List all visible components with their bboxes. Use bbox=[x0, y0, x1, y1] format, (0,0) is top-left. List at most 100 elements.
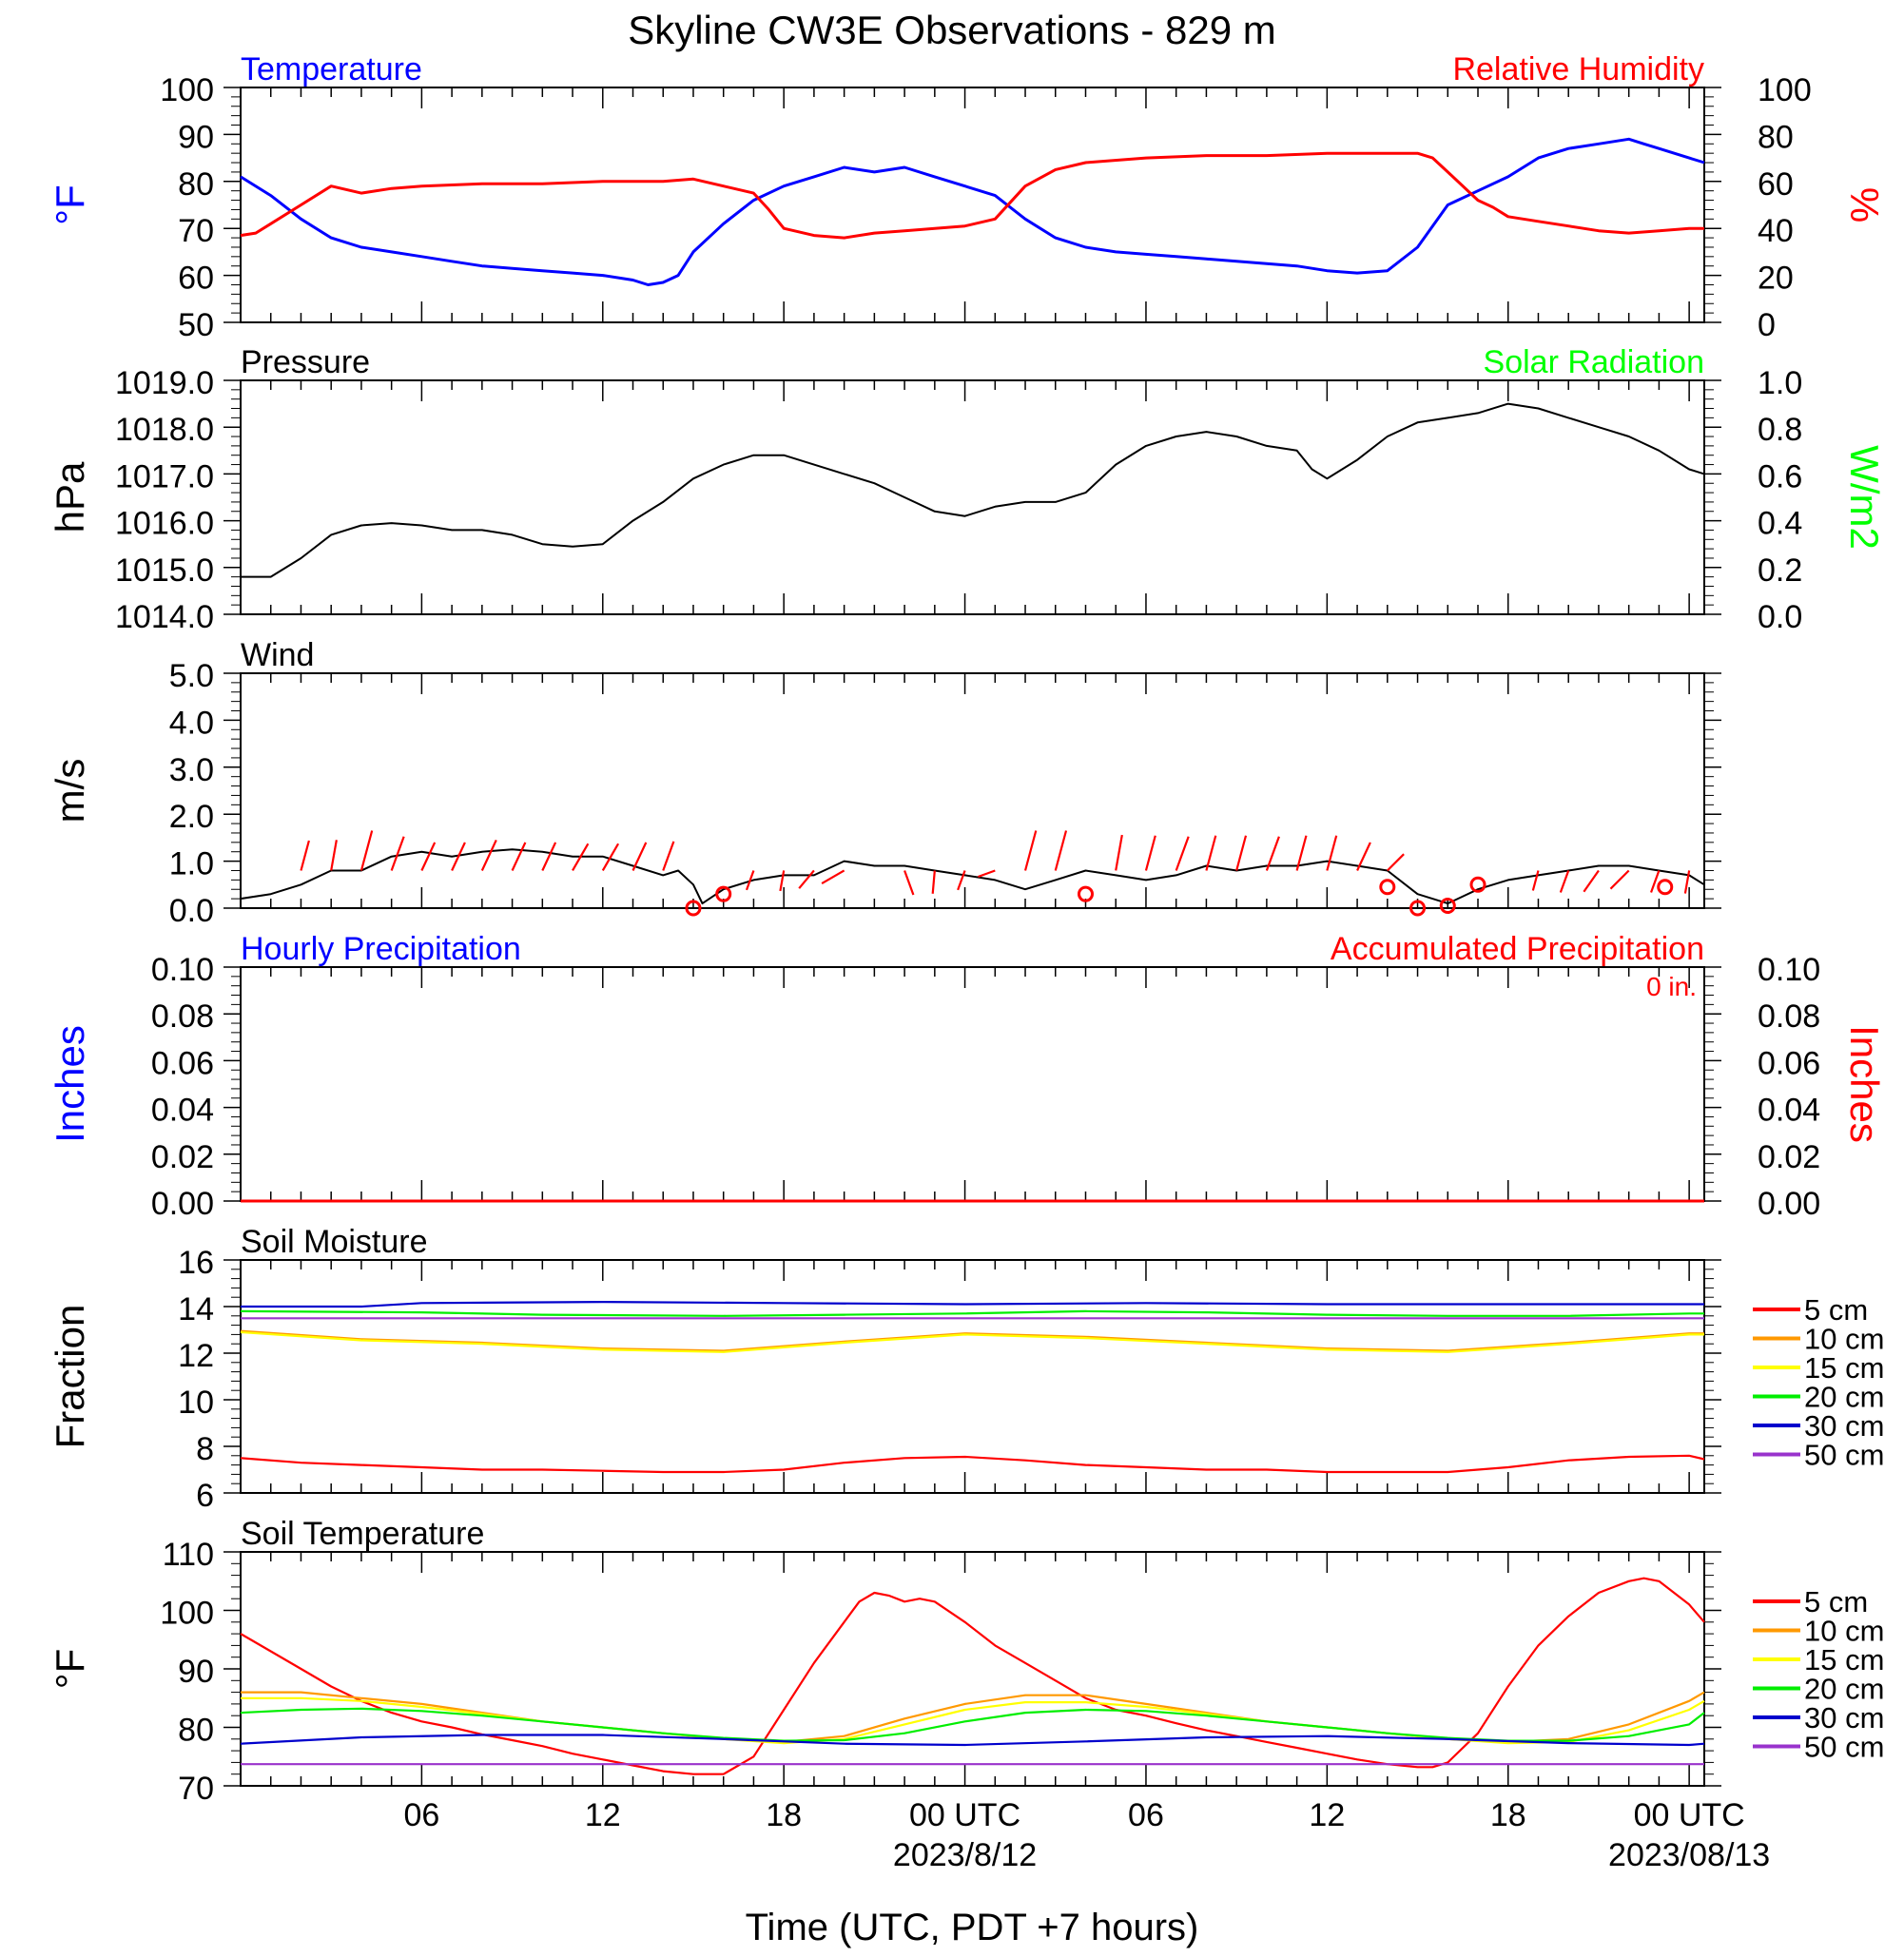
legend-entry: 15 cm bbox=[1804, 1643, 1884, 1676]
plot-frame bbox=[240, 672, 1705, 909]
y-tick-label-left: 90 bbox=[178, 119, 214, 155]
y-tick-label-right: 0.4 bbox=[1758, 506, 1802, 542]
y-tick-label-left: 80 bbox=[178, 166, 214, 203]
y-tick-label-right: 0.04 bbox=[1758, 1093, 1820, 1129]
panels: 50 60 70 80 90 100 0 20 40 60 80 100 Temperature Rela… bbox=[48, 51, 1887, 1807]
y-tick-label-right: 0.2 bbox=[1758, 552, 1802, 589]
y-tick-label-right: 0.00 bbox=[1758, 1186, 1820, 1222]
wind-barb bbox=[1023, 830, 1038, 871]
wind-barb bbox=[1144, 835, 1156, 871]
wind-barb bbox=[798, 869, 815, 889]
panel-label-right: Accumulated Precipitation bbox=[1331, 931, 1704, 967]
legend-entry: 50 cm bbox=[1804, 1439, 1884, 1472]
wind-barb bbox=[601, 843, 620, 872]
wind-barb bbox=[1235, 835, 1248, 871]
legend-entry: 50 cm bbox=[1804, 1731, 1884, 1764]
series-soil_moisture-3 bbox=[240, 1309, 1704, 1317]
wind-barb bbox=[1609, 869, 1630, 890]
y-tick-label-right: 0.10 bbox=[1758, 952, 1820, 988]
y-tick-label-left: 0.08 bbox=[151, 998, 214, 1035]
y-tick-label-left: 70 bbox=[178, 1771, 214, 1807]
y-tick-label-right: 0.08 bbox=[1758, 998, 1820, 1035]
y-tick-label-left: 50 bbox=[178, 307, 214, 343]
x-tick-label: 06 bbox=[403, 1797, 439, 1833]
wind-barb bbox=[1683, 870, 1691, 894]
plot-frame bbox=[240, 87, 1705, 323]
y-tick-label-left: 2.0 bbox=[169, 799, 214, 835]
x-tick-label: 12 bbox=[585, 1797, 621, 1833]
calm-wind-marker bbox=[715, 885, 732, 902]
calm-wind-marker bbox=[1409, 900, 1427, 917]
y-tick-label-left: 1017.0 bbox=[115, 458, 214, 494]
time-axis: 06 12 18 00 UTC 2023/8/12 06 12 18 00 UTC 2023/08… bbox=[403, 1797, 1770, 1873]
y-tick-label-left: 1018.0 bbox=[115, 412, 214, 448]
wind-barb bbox=[390, 836, 405, 871]
y-tick-label-left: 8 bbox=[196, 1431, 214, 1467]
y-tick-label-left: 1014.0 bbox=[115, 599, 214, 635]
wind-barb bbox=[330, 840, 338, 871]
panel-label-right: Solar Radiation bbox=[1484, 344, 1704, 380]
y-tick-label-left: 16 bbox=[178, 1245, 214, 1281]
x-tick-label: 06 bbox=[1128, 1797, 1164, 1833]
y-tick-label-left: 0.0 bbox=[169, 893, 214, 929]
panel-wind: 0.0 1.0 2.0 3.0 4.0 5.0 Wind m/s bbox=[48, 637, 1721, 929]
x-date-label: 2023/08/13 bbox=[1608, 1837, 1770, 1873]
legend-entry: 20 cm bbox=[1804, 1381, 1884, 1414]
panel-label-left: Hourly Precipitation bbox=[241, 931, 521, 967]
y-tick-label-right: 100 bbox=[1758, 72, 1812, 108]
wind-barb bbox=[451, 842, 466, 871]
y-axis-title-left: hPa bbox=[48, 461, 92, 533]
panel-label-left: Temperature bbox=[241, 51, 422, 87]
y-tick-label-left: 70 bbox=[178, 213, 214, 249]
series-soil_moisture-1 bbox=[240, 1329, 1704, 1352]
y-tick-label-left: 0.06 bbox=[151, 1045, 214, 1081]
y-tick-label-right: 80 bbox=[1758, 119, 1794, 155]
panel-temp_rh: 50 60 70 80 90 100 0 20 40 60 80 100 Temperature Rela… bbox=[48, 51, 1887, 343]
wind-barb bbox=[1356, 842, 1371, 871]
panel-label-right: Relative Humidity bbox=[1452, 51, 1704, 87]
wind-barb bbox=[541, 842, 557, 871]
y-axis-title-right: % bbox=[1842, 187, 1887, 223]
y-tick-label-right: 0.6 bbox=[1758, 458, 1802, 494]
y-tick-label-left: 4.0 bbox=[169, 705, 214, 741]
y-tick-label-right: 20 bbox=[1758, 261, 1794, 297]
y-axis-title-right: Inches bbox=[1842, 1025, 1887, 1143]
wind-barb bbox=[300, 840, 310, 871]
legend-entry: 20 cm bbox=[1804, 1673, 1884, 1706]
y-tick-label-left: 90 bbox=[178, 1654, 214, 1690]
y-tick-label-right: 0.06 bbox=[1758, 1045, 1820, 1081]
calm-wind-marker bbox=[1469, 876, 1486, 893]
wind-barb bbox=[662, 841, 675, 871]
x-axis-label: Time (UTC, PDT +7 hours) bbox=[746, 1907, 1199, 1948]
y-tick-label-left: 60 bbox=[178, 261, 214, 297]
y-tick-label-left: 0.00 bbox=[151, 1186, 214, 1222]
y-tick-label-left: 14 bbox=[178, 1291, 214, 1327]
wind-barb bbox=[1583, 869, 1600, 893]
legend-entry: 30 cm bbox=[1804, 1701, 1884, 1734]
calm-wind-marker bbox=[1379, 879, 1396, 896]
x-tick-label: 00 UTC bbox=[909, 1797, 1020, 1833]
y-tick-label-left: 80 bbox=[178, 1713, 214, 1749]
wind-barb bbox=[1326, 835, 1338, 871]
wind-barb bbox=[745, 870, 755, 891]
series-soil_moisture-0 bbox=[240, 1454, 1705, 1474]
x-tick-label: 12 bbox=[1309, 1797, 1345, 1833]
y-tick-label-left: 100 bbox=[160, 72, 214, 108]
y-tick-label-left: 1016.0 bbox=[115, 506, 214, 542]
wind-barb bbox=[1115, 834, 1123, 871]
x-tick-label: 18 bbox=[1490, 1797, 1526, 1833]
y-tick-label-left: 1.0 bbox=[169, 846, 214, 882]
y-tick-label-right: 40 bbox=[1758, 213, 1794, 249]
wind-barb bbox=[821, 869, 845, 885]
panel-label-left: Wind bbox=[241, 637, 314, 673]
y-tick-label-right: 1.0 bbox=[1758, 365, 1802, 401]
y-axis-title-left: °F bbox=[48, 184, 92, 224]
wind-barb bbox=[572, 843, 590, 872]
panel-label-left: Soil Moisture bbox=[241, 1224, 428, 1260]
series-temp_rh-0 bbox=[240, 137, 1705, 286]
panel-label-left: Soil Temperature bbox=[241, 1516, 484, 1552]
wind-barb bbox=[631, 842, 648, 871]
chart-title: Skyline CW3E Observations - 829 m bbox=[628, 8, 1276, 52]
